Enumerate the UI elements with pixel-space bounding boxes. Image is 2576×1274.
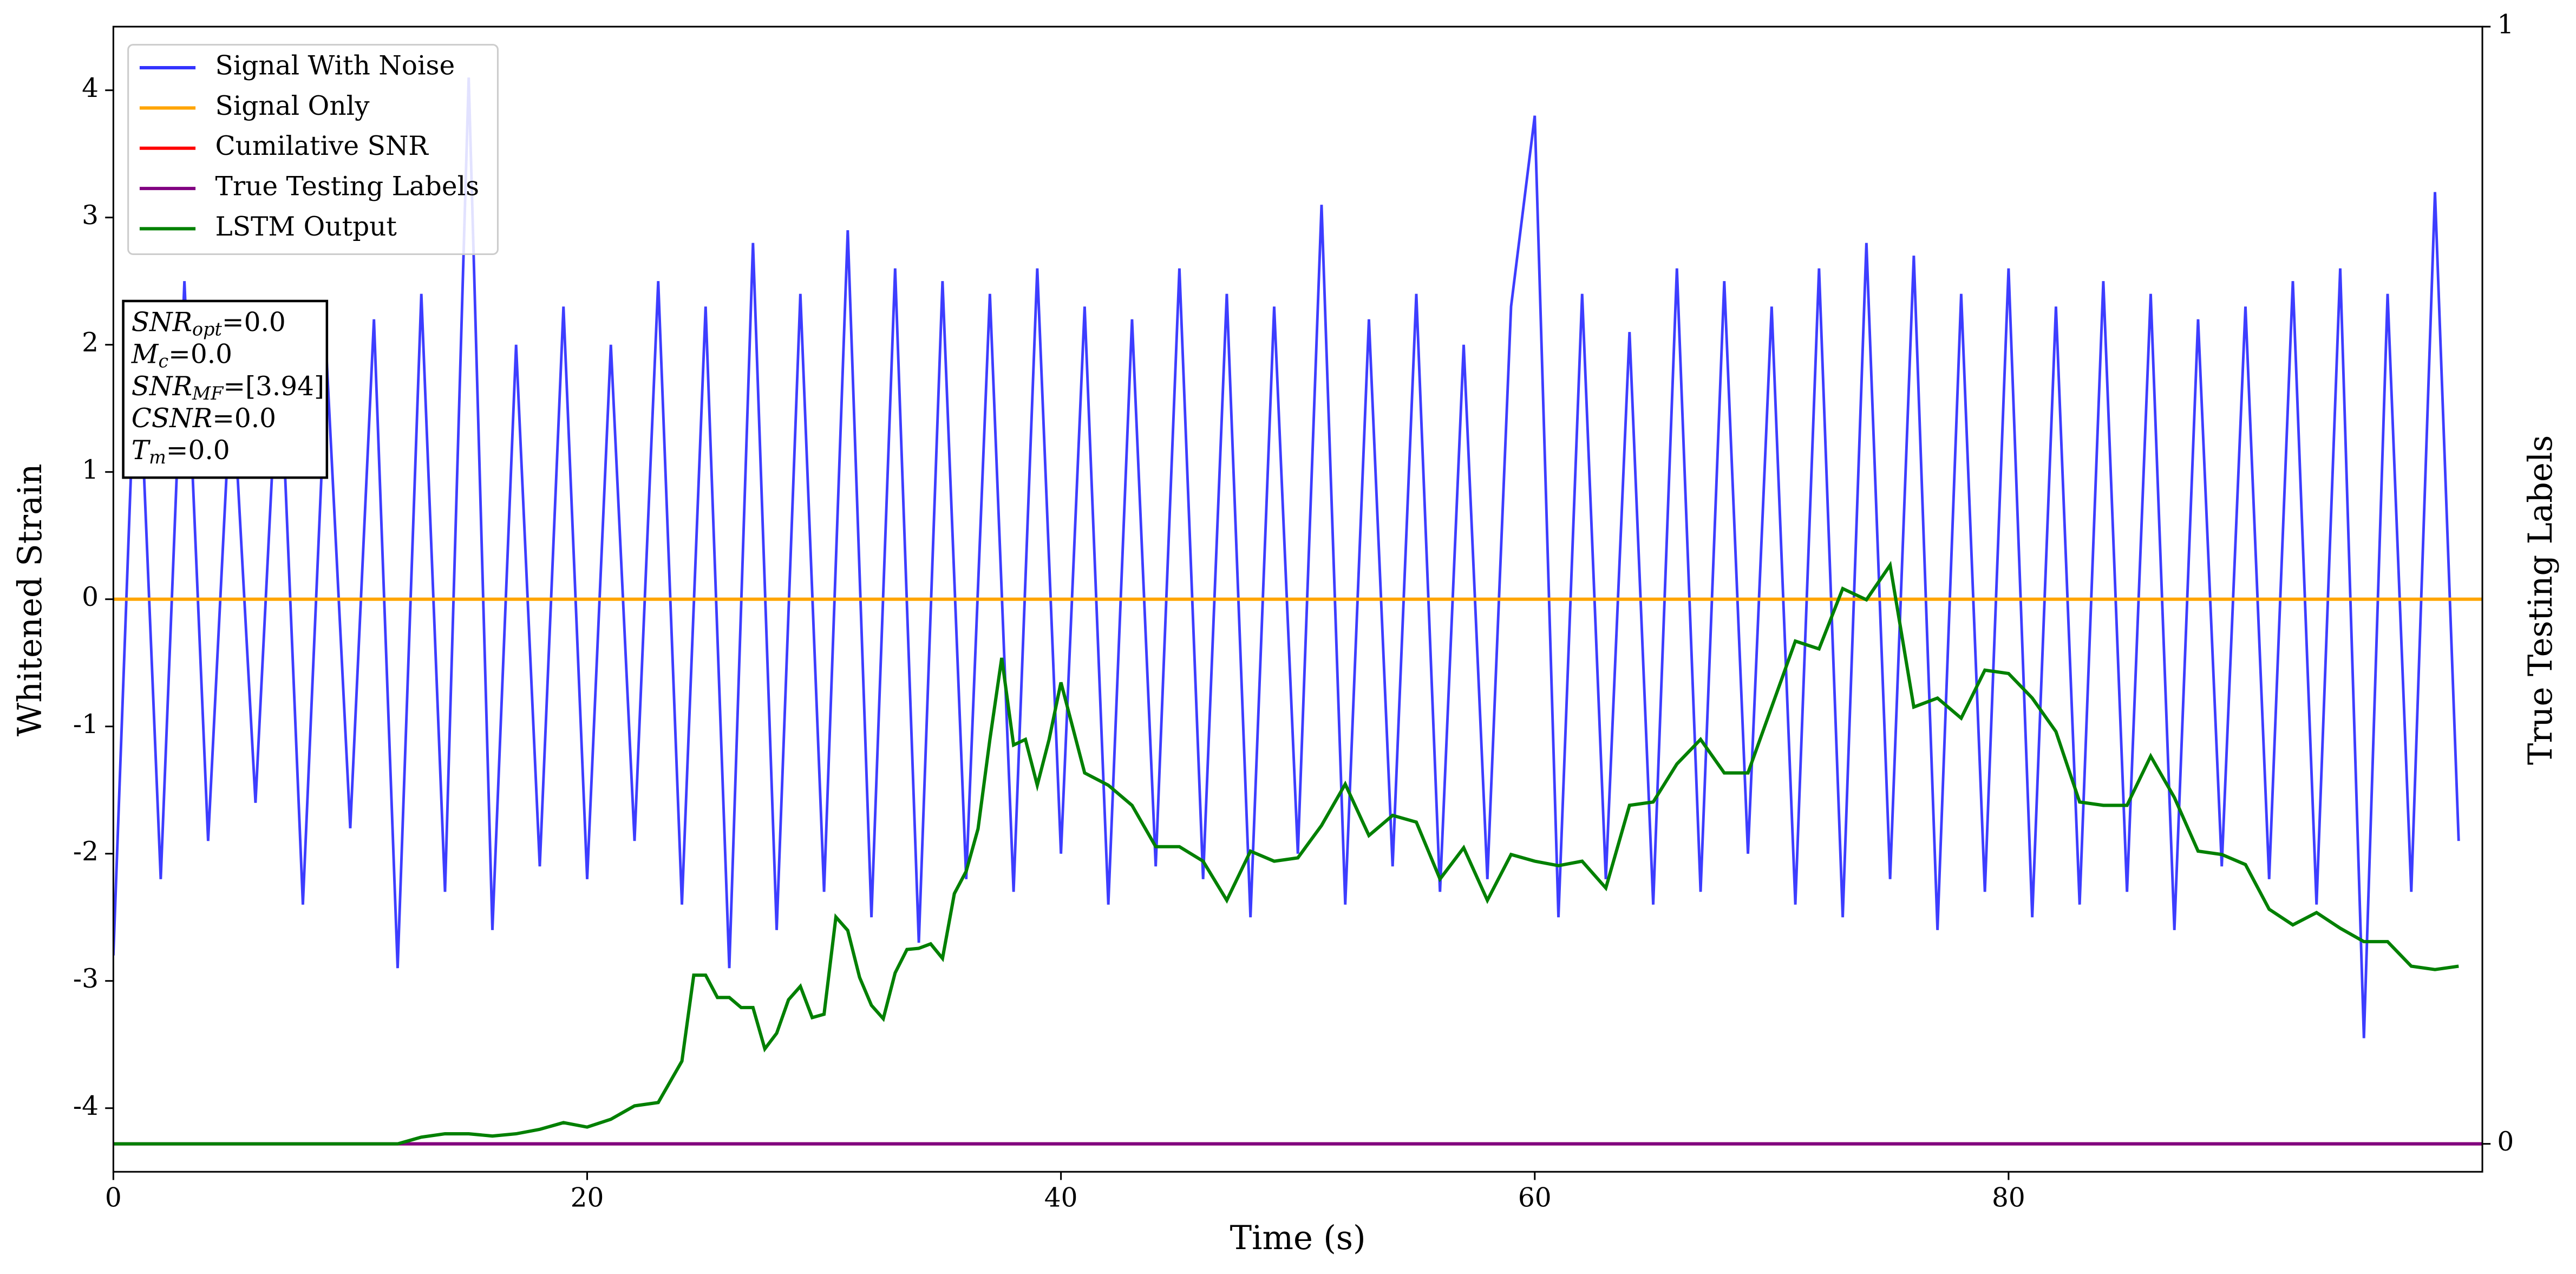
y-tick-label: -3	[73, 964, 99, 994]
y-tick-label: 3	[82, 200, 99, 231]
annotation-subscript: m	[149, 447, 166, 468]
legend-box	[127, 44, 499, 255]
legend-label: LSTM Output	[215, 212, 397, 242]
y-tick-label: 2	[82, 328, 99, 358]
y-tick-label: -2	[73, 837, 99, 867]
annotation-symbol: SNR	[132, 307, 192, 337]
annotation-symbol: CSNR	[132, 403, 212, 433]
series-line	[113, 77, 2460, 1038]
annotation: SNRopt=0.0	[132, 307, 286, 340]
x-tick-label: 0	[105, 1182, 122, 1213]
annotation-subscript: opt	[192, 319, 222, 340]
x-axis-label: Time (s)	[1230, 1219, 1366, 1257]
legend-label: True Testing Labels	[215, 172, 480, 202]
annotation-text: =0.0	[222, 307, 286, 337]
annotation-symbol: M	[131, 339, 159, 369]
y-axis-label: Whitened Strain	[11, 463, 49, 736]
annotation-text: =0.0	[166, 435, 230, 466]
y-tick-label: 4	[82, 73, 99, 103]
x-tick-label: 40	[1044, 1182, 1078, 1213]
y-tick-label: -4	[73, 1091, 99, 1121]
annotation-text: =0.0	[212, 403, 276, 433]
y-tick-label: -1	[73, 709, 99, 740]
annotation-subscript: c	[158, 351, 168, 372]
annotation-text: =[3.94]	[223, 371, 324, 401]
annotation: CSNR=0.0	[132, 403, 276, 433]
annotation: Tm=0.0	[132, 435, 230, 468]
legend-label: Signal With Noise	[215, 51, 455, 81]
y2-tick-label: 1	[2497, 10, 2514, 40]
series-line	[113, 560, 2459, 1146]
annotation-subscript: MF	[192, 383, 224, 404]
annotation-text: =0.0	[168, 339, 232, 369]
y-tick-label: 1	[82, 455, 99, 485]
legend-label: Cumilative SNR	[215, 131, 429, 161]
y-tick-label: 0	[82, 582, 99, 612]
annotation: Mc=0.0	[131, 339, 232, 372]
legend-label: Signal Only	[215, 91, 370, 121]
x-tick-label: 60	[1518, 1182, 1552, 1213]
y2-tick-label: 0	[2497, 1127, 2514, 1157]
x-tick-label: 80	[1992, 1182, 2025, 1213]
annotation: SNRMF=[3.94]	[132, 371, 324, 404]
annotation-symbol: T	[132, 435, 151, 466]
x-tick-label: 20	[571, 1182, 604, 1213]
annotation-box	[122, 299, 329, 479]
y2-axis-label: True Testing Labels	[2522, 435, 2560, 765]
annotation-symbol: SNR	[132, 371, 192, 401]
